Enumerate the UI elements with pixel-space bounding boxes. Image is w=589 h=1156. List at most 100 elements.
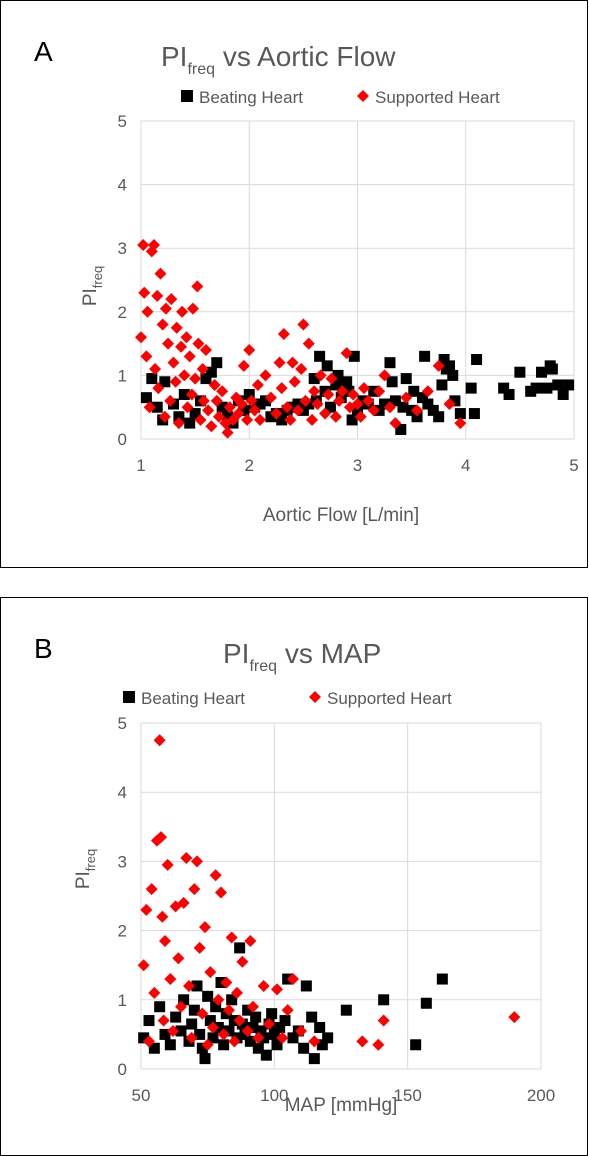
- beating-heart-point: [220, 1008, 232, 1020]
- supported-heart-point: [137, 959, 150, 972]
- supported-heart-point: [177, 896, 190, 909]
- supported-heart-point: [252, 1031, 265, 1044]
- chart-panel-a: A PIfreq vs Aortic Flow Beating Heart Su…: [0, 0, 588, 568]
- supported-heart-point: [302, 337, 315, 350]
- supported-heart-point: [291, 404, 304, 417]
- supported-heart-point: [277, 328, 290, 341]
- supported-heart-point: [165, 293, 178, 306]
- beating-heart-point: [546, 363, 558, 375]
- supported-heart-point: [275, 382, 288, 395]
- supported-heart-point: [508, 1011, 521, 1024]
- supported-heart-point: [154, 267, 167, 280]
- beating-heart-point: [316, 1039, 328, 1051]
- supported-heart-point: [192, 337, 205, 350]
- beating-heart-point: [202, 990, 214, 1002]
- supported-heart-point: [147, 239, 160, 252]
- supported-heart-point: [148, 986, 161, 999]
- supported-heart-point: [140, 903, 153, 916]
- beating-heart-point: [411, 411, 423, 423]
- supported-heart-point: [351, 398, 364, 411]
- supported-heart-point: [308, 385, 321, 398]
- supported-heart-point: [223, 401, 236, 414]
- supported-heart-point: [251, 378, 264, 391]
- legend-beating-marker: [123, 691, 135, 703]
- beating-heart-point: [238, 404, 250, 416]
- supported-heart-point: [232, 407, 245, 420]
- beating-heart-point: [416, 392, 428, 404]
- supported-heart-point: [220, 976, 233, 989]
- beating-heart-point: [200, 373, 212, 385]
- supported-heart-point: [207, 1021, 219, 1034]
- supported-heart-point: [212, 410, 225, 423]
- supported-heart-point: [377, 1014, 390, 1027]
- supported-heart-point: [245, 394, 258, 407]
- beating-heart-point: [196, 1042, 208, 1054]
- supported-heart-point: [259, 369, 272, 382]
- beating-heart-point: [276, 414, 288, 426]
- supported-heart-point: [236, 955, 249, 968]
- beating-heart-point: [386, 376, 398, 388]
- supported-heart-point: [175, 1000, 187, 1013]
- supported-heart-point: [336, 385, 349, 398]
- legend-supported-marker: [309, 691, 321, 703]
- supported-heart-point: [212, 993, 225, 1006]
- supported-heart-point: [209, 869, 222, 882]
- beating-heart-point: [303, 398, 315, 410]
- y-tick-label: 5: [118, 112, 127, 131]
- beating-heart-point: [247, 1021, 259, 1033]
- beating-heart-point: [352, 404, 363, 416]
- supported-heart-point: [284, 413, 297, 426]
- x-tick-label: 5: [569, 456, 578, 475]
- supported-heart-point: [400, 391, 413, 404]
- beating-heart-point: [503, 388, 515, 400]
- y-tick-label: 0: [118, 430, 127, 449]
- beating-heart-point: [146, 373, 158, 385]
- beating-heart-point: [422, 398, 434, 410]
- beating-heart-point: [395, 423, 407, 435]
- supported-heart-point: [183, 350, 196, 363]
- supported-heart-point: [137, 239, 150, 252]
- beating-heart-point: [287, 1032, 299, 1044]
- beating-heart-point: [223, 1025, 235, 1037]
- supported-heart-point: [276, 1031, 289, 1044]
- beating-heart-point: [433, 411, 445, 423]
- supported-heart-point: [273, 356, 286, 369]
- supported-heart-point: [185, 388, 198, 401]
- supported-heart-point: [204, 966, 217, 979]
- beating-heart-point: [242, 1004, 254, 1016]
- beating-heart-point: [204, 1015, 216, 1027]
- supported-heart-point: [145, 883, 158, 896]
- supported-heart-point: [194, 413, 207, 426]
- supported-heart-point: [248, 404, 261, 417]
- supported-heart-point: [311, 398, 324, 411]
- chart-b-y-axis-title: PIfreq: [73, 849, 98, 889]
- beating-heart-point: [175, 1025, 187, 1037]
- beating-heart-point: [207, 1032, 219, 1044]
- supported-heart-point: [156, 910, 169, 923]
- beating-heart-point: [348, 350, 360, 362]
- supported-heart-point: [191, 280, 204, 293]
- supported-heart-point: [196, 1007, 209, 1020]
- beating-heart-point: [308, 373, 320, 385]
- supported-heart-point: [295, 1024, 307, 1037]
- x-tick-label: 150: [393, 1086, 421, 1105]
- legend-supported-label: Supported Heart: [375, 88, 500, 107]
- supported-heart-point: [161, 858, 174, 871]
- x-tick-label: 2: [245, 456, 254, 475]
- supported-heart-point: [362, 394, 375, 407]
- supported-heart-point: [378, 369, 391, 382]
- supported-heart-point: [235, 398, 248, 411]
- supported-heart-point: [373, 385, 386, 398]
- supported-heart-point: [170, 321, 183, 334]
- beating-heart-point: [292, 398, 304, 410]
- beating-heart-point: [468, 408, 480, 420]
- y-tick-label: 2: [118, 303, 127, 322]
- beating-heart-point: [252, 1042, 264, 1054]
- supported-heart-point: [237, 359, 250, 372]
- supported-heart-point: [140, 350, 153, 363]
- beating-heart-point: [438, 354, 450, 365]
- supported-heart-point: [189, 372, 202, 385]
- supported-heart-point: [216, 385, 229, 398]
- supported-heart-point: [156, 318, 169, 331]
- y-tick-label: 5: [118, 714, 127, 733]
